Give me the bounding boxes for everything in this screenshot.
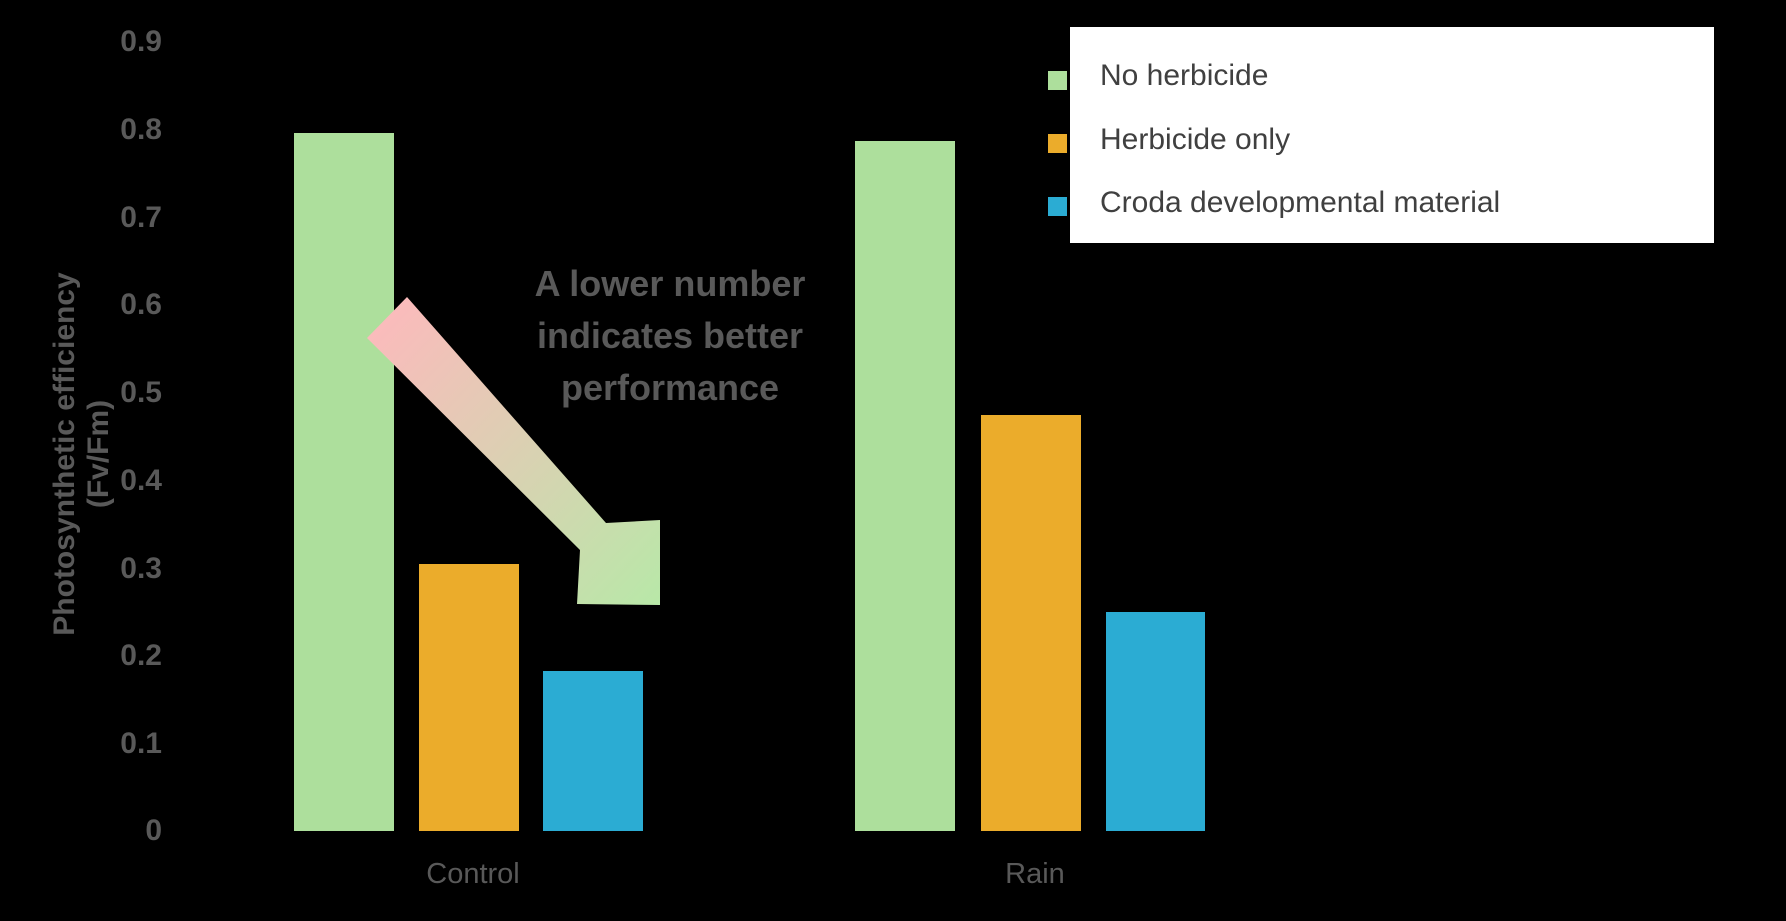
y-tick: 0.8 <box>120 113 162 146</box>
y-tick: 0.9 <box>120 25 162 58</box>
bar-control-herbicide-only <box>419 564 519 831</box>
y-tick: 0.3 <box>120 552 162 585</box>
y-tick: 0.2 <box>120 639 162 672</box>
annotation-line: indicates better <box>536 315 804 356</box>
bar-rain-no-herbicide <box>855 141 955 831</box>
bar-control-no-herbicide <box>294 133 394 831</box>
y-tick: 0 <box>145 814 162 847</box>
annotation-line: A lower number <box>534 263 806 304</box>
legend-label: Herbicide only <box>1100 123 1291 156</box>
legend <box>1070 27 1714 243</box>
legend-label: No herbicide <box>1100 59 1269 92</box>
legend-swatch-blue <box>1048 197 1067 216</box>
legend-swatch-green <box>1048 71 1067 90</box>
bar-control-croda <box>543 671 643 831</box>
y-tick: 0.6 <box>120 288 162 321</box>
y-tick: 0.7 <box>120 201 162 234</box>
x-category-label: Rain <box>1005 858 1065 890</box>
annotation-text: A lower number indicates better performa… <box>480 258 860 414</box>
bar-rain-herbicide-only <box>981 415 1081 831</box>
legend-label: Croda developmental material <box>1100 186 1501 219</box>
x-category-label: Control <box>426 858 520 890</box>
y-tick: 0.4 <box>120 464 162 497</box>
annotation-line: performance <box>560 367 780 408</box>
y-tick: 0.5 <box>120 376 162 409</box>
y-tick: 0.1 <box>120 727 162 760</box>
bar-rain-croda <box>1106 612 1205 831</box>
legend-swatch-orange <box>1048 134 1067 153</box>
